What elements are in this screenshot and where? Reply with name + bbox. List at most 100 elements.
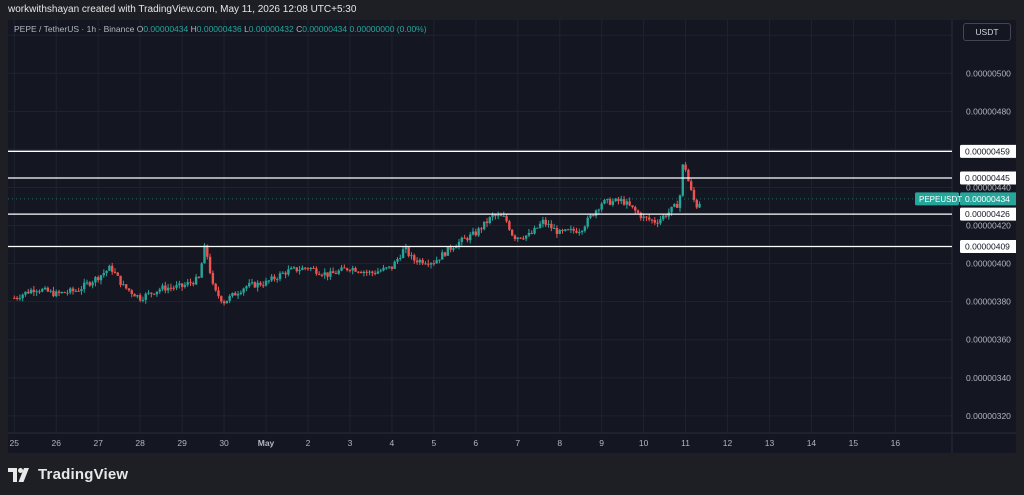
bottom-bar: TradingView [0, 453, 1024, 495]
x-tick-label: 15 [849, 438, 859, 448]
candle-body [287, 269, 290, 275]
candle-body [362, 271, 366, 274]
candle-body [91, 282, 94, 286]
candle-body [306, 268, 310, 270]
candle-body [443, 252, 447, 256]
candle-body [189, 282, 192, 284]
candle-body [586, 217, 589, 227]
candle-body [236, 294, 240, 296]
candle-body [516, 237, 519, 240]
legend-high-label: H [190, 24, 197, 34]
candle-body [396, 258, 399, 262]
candle-body [225, 300, 229, 304]
candle-body [390, 266, 394, 269]
candle-body [600, 203, 603, 210]
candle-body [83, 282, 86, 290]
candle-body [340, 267, 343, 271]
candle-body [410, 255, 413, 257]
candle-body [592, 215, 595, 217]
candle-body [538, 223, 542, 228]
legend-high-value: 0.00000436 [196, 24, 242, 34]
candle-body [611, 201, 615, 205]
y-tick-label: 0.00000360 [966, 335, 1011, 345]
candle-body [77, 290, 80, 292]
candle-body [183, 284, 187, 287]
candle-body [228, 296, 231, 301]
candle-body [670, 206, 673, 213]
candle-body [496, 215, 500, 217]
x-tick-label: 10 [639, 438, 649, 448]
candle-body [41, 289, 44, 292]
candle-body [642, 216, 645, 219]
currency-button[interactable]: USDT [963, 23, 1011, 41]
candle-body [345, 268, 349, 271]
candle-body [15, 297, 19, 299]
candle-body [569, 228, 573, 230]
x-tick-label: 25 [10, 438, 20, 448]
candle-body [13, 297, 16, 299]
candle-body [138, 295, 142, 301]
candle-body [166, 287, 170, 291]
candle-body [152, 293, 156, 295]
candle-body [415, 260, 419, 263]
tradingview-logo-text: TradingView [38, 466, 129, 483]
candle-body [99, 275, 103, 281]
candle-body [88, 282, 92, 286]
y-tick-label: 0.00000320 [966, 411, 1011, 421]
y-tick-label: 0.00000380 [966, 297, 1011, 307]
candle-body [259, 282, 262, 286]
tradingview-logo[interactable]: TradingView [8, 466, 128, 483]
legend-low-value: 0.00000432 [248, 24, 294, 34]
candle-body [527, 232, 531, 236]
candle-body [278, 273, 282, 280]
legend-close-label: C [296, 24, 303, 34]
candle-body [312, 267, 315, 269]
level-price-badge [960, 171, 1016, 185]
candle-body [326, 272, 329, 277]
attribution-text: workwithshayan created with TradingView.… [8, 4, 357, 15]
candle-body [385, 267, 388, 269]
x-tick-label: 28 [135, 438, 145, 448]
candle-body [74, 290, 78, 292]
x-tick-label: 8 [557, 438, 562, 448]
candle-body [116, 272, 119, 276]
candle-body [80, 289, 83, 292]
candle-body [580, 230, 584, 233]
x-tick-label: 9 [599, 438, 604, 448]
candle-body [256, 282, 259, 288]
candle-body [519, 237, 522, 239]
candle-body [63, 292, 66, 294]
candle-body [253, 282, 257, 288]
candle-body [494, 214, 497, 217]
candle-body [206, 245, 209, 257]
y-tick-label: 0.00000340 [966, 373, 1011, 383]
candle-body [536, 227, 539, 229]
candle-body [482, 221, 486, 230]
candle-body [334, 273, 338, 275]
candle-body [471, 231, 475, 235]
candle-body [455, 246, 458, 249]
candle-body [351, 267, 354, 271]
symbol-legend: PEPE / TetherUS · 1h · Binance O0.000004… [14, 24, 427, 34]
candle-body [270, 276, 273, 281]
candle-body [97, 277, 100, 281]
candle-body [373, 272, 377, 274]
candle-body [608, 199, 612, 205]
candle-body [583, 226, 587, 231]
candle-body [24, 291, 27, 295]
symbol-badge [915, 192, 959, 206]
candle-body [575, 230, 578, 233]
candle-body [49, 290, 52, 292]
candle-body [558, 229, 561, 234]
candle-body [303, 267, 307, 269]
candle-body [69, 288, 72, 293]
candle-body [172, 287, 175, 289]
y-tick-label: 0.00000420 [966, 221, 1011, 231]
chart-area[interactable]: 0.00000320 0.00000340 0.00000360 0.00000380… [8, 20, 1016, 453]
candle-body [281, 272, 285, 274]
price-chart[interactable]: 0.00000320 0.00000340 0.00000360 0.00000380… [8, 20, 1016, 453]
candle-body [169, 287, 173, 289]
candle-body [284, 272, 287, 275]
y-tick-label: 0.00000440 [966, 182, 1011, 192]
candle-body [147, 292, 150, 294]
